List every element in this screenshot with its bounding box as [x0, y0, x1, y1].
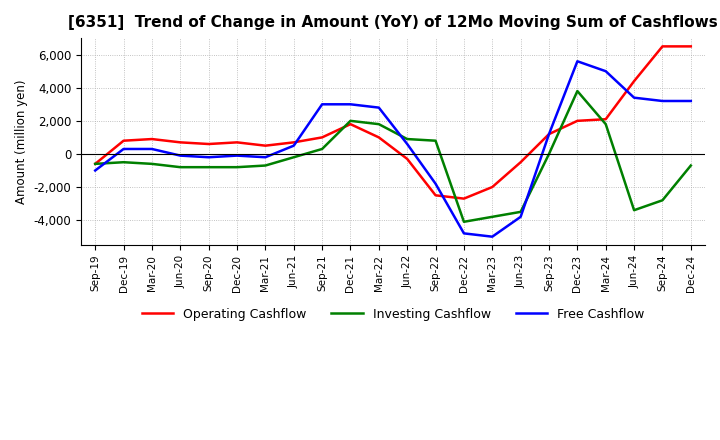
- Operating Cashflow: [459, 196, 468, 201]
- Operating Cashflow: [374, 135, 383, 140]
- Operating Cashflow: [573, 118, 582, 124]
- Investing Cashflow: [91, 161, 99, 166]
- Operating Cashflow: [488, 184, 497, 190]
- Operating Cashflow: [630, 78, 639, 84]
- Investing Cashflow: [346, 118, 355, 124]
- Free Cashflow: [545, 132, 554, 137]
- Free Cashflow: [204, 154, 213, 160]
- Operating Cashflow: [91, 161, 99, 166]
- Operating Cashflow: [545, 132, 554, 137]
- Investing Cashflow: [176, 165, 184, 170]
- Free Cashflow: [289, 143, 298, 148]
- Investing Cashflow: [573, 88, 582, 94]
- Free Cashflow: [516, 214, 525, 220]
- Investing Cashflow: [318, 147, 326, 152]
- Free Cashflow: [233, 153, 241, 158]
- Investing Cashflow: [289, 154, 298, 160]
- Investing Cashflow: [459, 219, 468, 224]
- Investing Cashflow: [601, 121, 610, 127]
- Free Cashflow: [459, 231, 468, 236]
- Free Cashflow: [431, 181, 440, 187]
- Operating Cashflow: [148, 136, 156, 142]
- Operating Cashflow: [261, 143, 270, 148]
- Operating Cashflow: [346, 121, 355, 127]
- Free Cashflow: [686, 99, 695, 104]
- Investing Cashflow: [658, 198, 667, 203]
- Free Cashflow: [403, 141, 412, 147]
- Operating Cashflow: [686, 44, 695, 49]
- Free Cashflow: [630, 95, 639, 100]
- Investing Cashflow: [686, 163, 695, 168]
- Legend: Operating Cashflow, Investing Cashflow, Free Cashflow: Operating Cashflow, Investing Cashflow, …: [137, 303, 649, 326]
- Investing Cashflow: [516, 209, 525, 214]
- Free Cashflow: [148, 147, 156, 152]
- Operating Cashflow: [601, 117, 610, 122]
- Free Cashflow: [658, 99, 667, 104]
- Line: Operating Cashflow: Operating Cashflow: [95, 46, 690, 198]
- Operating Cashflow: [516, 160, 525, 165]
- Operating Cashflow: [658, 44, 667, 49]
- Line: Investing Cashflow: Investing Cashflow: [95, 91, 690, 222]
- Operating Cashflow: [431, 193, 440, 198]
- Operating Cashflow: [233, 140, 241, 145]
- Investing Cashflow: [374, 121, 383, 127]
- Free Cashflow: [573, 59, 582, 64]
- Free Cashflow: [91, 168, 99, 173]
- Free Cashflow: [318, 102, 326, 107]
- Investing Cashflow: [431, 138, 440, 143]
- Investing Cashflow: [403, 136, 412, 142]
- Investing Cashflow: [148, 161, 156, 166]
- Investing Cashflow: [233, 165, 241, 170]
- Investing Cashflow: [261, 163, 270, 168]
- Title: [6351]  Trend of Change in Amount (YoY) of 12Mo Moving Sum of Cashflows: [6351] Trend of Change in Amount (YoY) o…: [68, 15, 718, 30]
- Operating Cashflow: [176, 140, 184, 145]
- Y-axis label: Amount (million yen): Amount (million yen): [15, 79, 28, 204]
- Free Cashflow: [261, 154, 270, 160]
- Investing Cashflow: [488, 214, 497, 220]
- Operating Cashflow: [289, 140, 298, 145]
- Free Cashflow: [601, 69, 610, 74]
- Free Cashflow: [120, 147, 128, 152]
- Line: Free Cashflow: Free Cashflow: [95, 61, 690, 237]
- Free Cashflow: [488, 234, 497, 239]
- Investing Cashflow: [204, 165, 213, 170]
- Investing Cashflow: [630, 208, 639, 213]
- Free Cashflow: [374, 105, 383, 110]
- Investing Cashflow: [545, 151, 554, 157]
- Operating Cashflow: [204, 141, 213, 147]
- Operating Cashflow: [120, 138, 128, 143]
- Investing Cashflow: [120, 160, 128, 165]
- Operating Cashflow: [318, 135, 326, 140]
- Free Cashflow: [346, 102, 355, 107]
- Operating Cashflow: [403, 156, 412, 161]
- Free Cashflow: [176, 153, 184, 158]
